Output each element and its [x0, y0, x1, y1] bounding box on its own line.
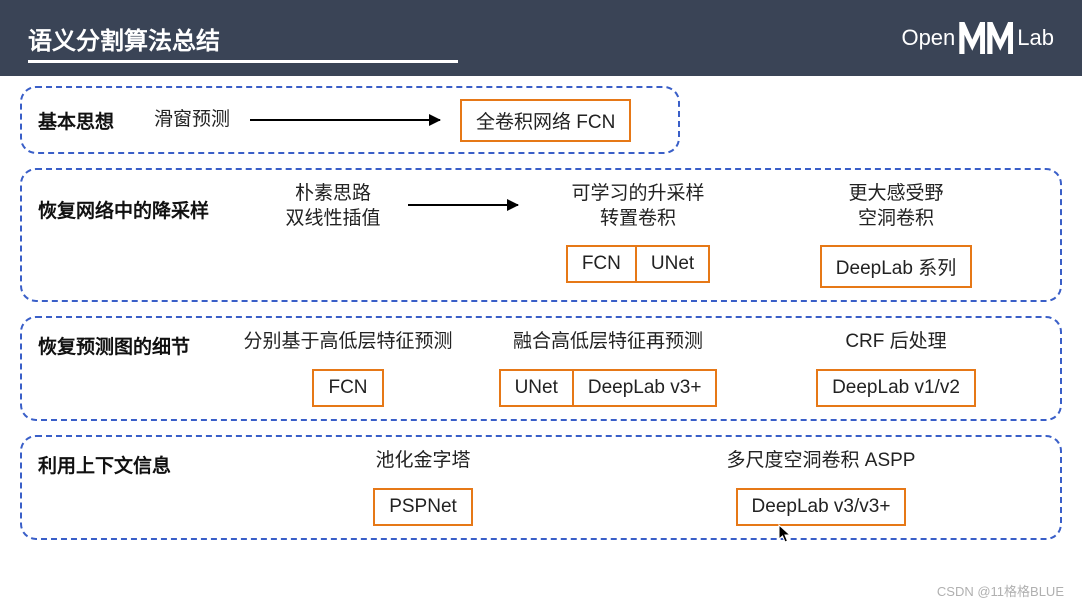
step-sliding-window: 滑窗预测: [154, 108, 230, 133]
slide-content: 基本思想 滑窗预测 全卷积网络 FCN 恢复网络中的降采样 朴素思路 双线性插值: [0, 76, 1082, 564]
section-label: 恢复预测图的细节: [38, 337, 190, 358]
box-unet: UNet: [637, 245, 710, 283]
box-fcn: FCN: [312, 369, 383, 407]
section-label: 利用上下文信息: [38, 456, 171, 477]
box-group: UNet DeepLab v3+: [499, 369, 718, 407]
col-fuse-predict: 融合高低层特征再预测: [513, 330, 703, 355]
box-unet: UNet: [499, 369, 574, 407]
openmmlab-logo: Open Lab: [901, 22, 1054, 54]
text-line: 可学习的升采样: [571, 182, 704, 207]
section-basic-idea: 基本思想 滑窗预测 全卷积网络 FCN: [20, 86, 680, 154]
col-crf: CRF 后处理: [845, 330, 946, 355]
box-deeplab-series: DeepLab 系列: [820, 245, 972, 288]
logo-text-lab: Lab: [1017, 25, 1054, 51]
watermark: CSDN @11格格BLUE: [937, 581, 1064, 600]
col-dilated: 更大感受野 空洞卷积: [848, 182, 943, 231]
text-line: 双线性插值: [285, 207, 380, 232]
box-deeplab-v3-v3plus: DeepLab v3/v3+: [736, 488, 907, 526]
text-line: 空洞卷积: [848, 207, 943, 232]
col-learnable-upsample: 可学习的升采样 转置卷积: [571, 182, 704, 231]
box-group: FCN UNet: [566, 245, 710, 283]
box-fcn: FCN: [566, 245, 637, 283]
title-underline: [28, 60, 458, 63]
col-pooling-pyramid: 池化金字塔: [375, 449, 470, 474]
section-recover-downsampling: 恢复网络中的降采样 朴素思路 双线性插值 可学习的升采样 转置卷积 FCN UN…: [20, 168, 1062, 302]
box-deeplab-v3plus: DeepLab v3+: [574, 369, 718, 407]
section-recover-detail: 恢复预测图的细节 分别基于高低层特征预测 FCN 融合高低层特征再预测 UNet…: [20, 316, 1062, 421]
section-label: 基本思想: [38, 107, 114, 134]
col-aspp: 多尺度空洞卷积 ASPP: [727, 449, 916, 474]
col-separate-predict: 分别基于高低层特征预测: [243, 330, 452, 355]
box-deeplab-v1v2: DeepLab v1/v2: [816, 369, 976, 407]
col-naive: 朴素思路 双线性插值: [285, 182, 380, 231]
section-label: 恢复网络中的降采样: [38, 201, 209, 222]
arrow-icon: [408, 204, 518, 206]
slide-title: 语义分割算法总结: [28, 21, 220, 56]
text-line: 转置卷积: [571, 207, 704, 232]
box-fcn: 全卷积网络 FCN: [460, 99, 631, 142]
box-pspnet: PSPNet: [373, 488, 473, 526]
arrow-icon: [250, 119, 440, 121]
text-line: 朴素思路: [285, 182, 380, 207]
logo-text-open: Open: [901, 25, 955, 51]
section-context-info: 利用上下文信息 池化金字塔 PSPNet 多尺度空洞卷积 ASPP DeepLa…: [20, 435, 1062, 540]
text-line: 更大感受野: [848, 182, 943, 207]
logo-mm-icon: [958, 22, 1014, 54]
slide-header: 语义分割算法总结 Open Lab: [0, 0, 1082, 76]
